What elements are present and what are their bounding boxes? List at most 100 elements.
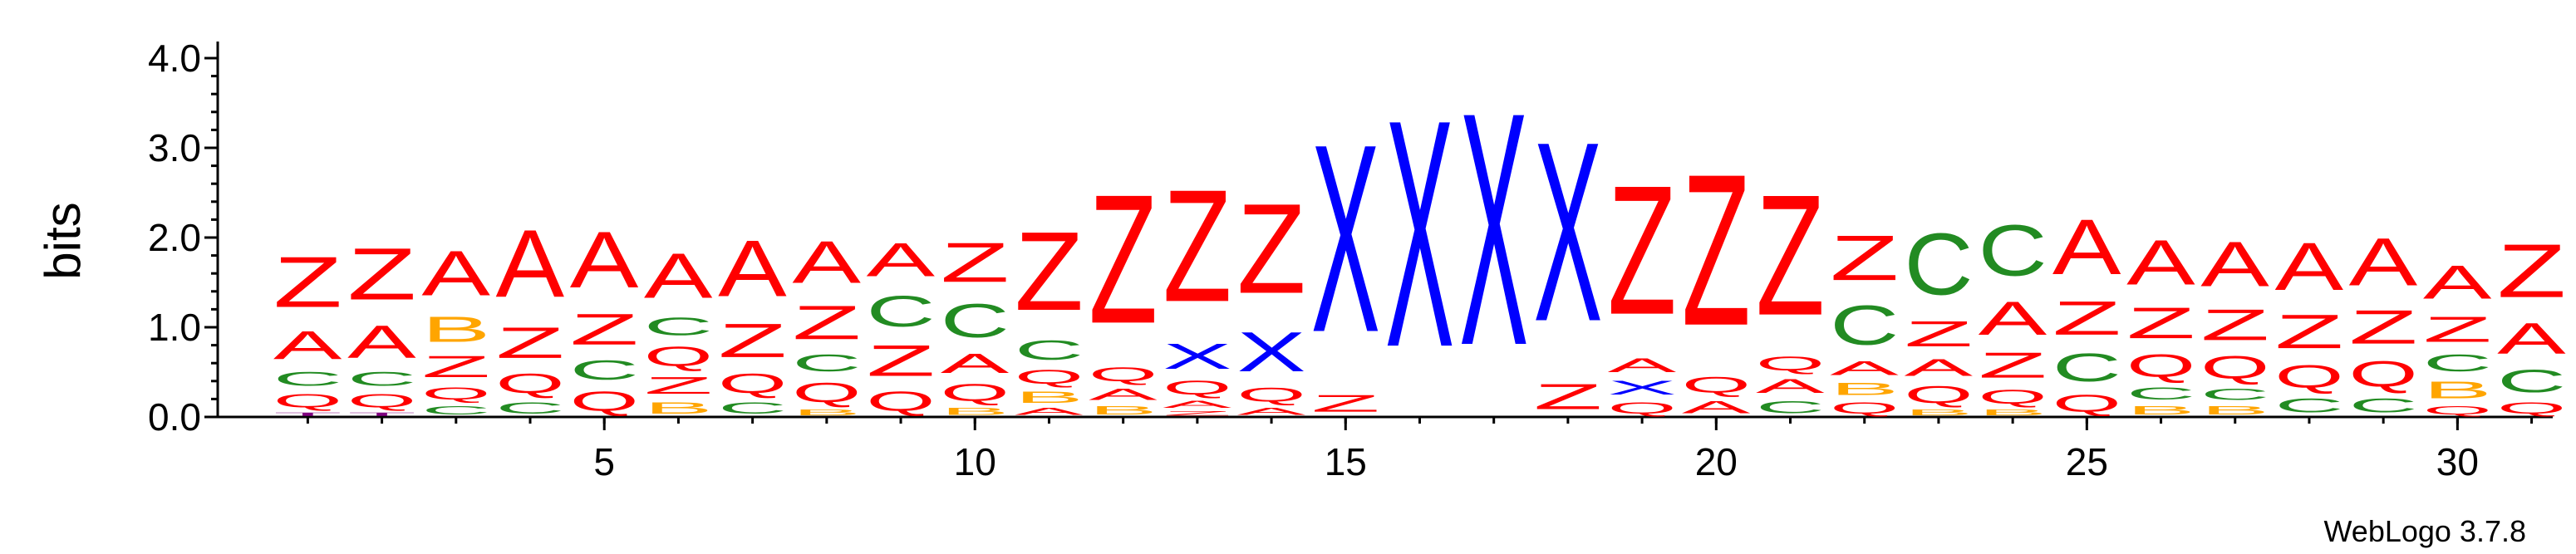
letter-Z: Z (1163, 409, 1231, 417)
logo-column-18: ZX (1533, 88, 1602, 417)
x-tick-label: 20 (1695, 440, 1738, 483)
letter-C: C (2052, 345, 2121, 390)
letter-Z: Z (1904, 314, 1973, 354)
letter-Z: Z (347, 233, 416, 316)
letter-Z: Z (941, 231, 1010, 294)
letter-Z: Z (718, 314, 787, 367)
letter-Q: Q (792, 376, 861, 408)
letter-B: B (2423, 376, 2492, 403)
letter-C: C (2274, 395, 2343, 417)
letter-A: A (644, 240, 713, 311)
letter-C: C (941, 295, 1010, 348)
letter-Q: Q (2126, 347, 2195, 383)
letter-C: C (496, 399, 565, 417)
letter-B: B (1089, 404, 1158, 417)
x-tick-label: 15 (1325, 440, 1367, 483)
letter-C: C (1904, 215, 1973, 313)
letter-C: C (644, 312, 713, 341)
letter-Q: Q (867, 385, 936, 417)
letter-Z: Z (1533, 377, 1602, 417)
letter-C: C (1979, 210, 2048, 291)
letter-X: X (1385, 53, 1454, 414)
letter-C: C (867, 287, 936, 336)
letter-B: B (644, 399, 713, 417)
letter-Z: Z (570, 305, 639, 354)
letter-A: A (867, 233, 936, 287)
letter-Z: Z (2126, 298, 2195, 347)
letter-B: B (2200, 404, 2269, 417)
letter-A: A (2274, 229, 2343, 305)
letter-A: A (1904, 355, 1973, 381)
letter-A: A (1015, 406, 1084, 417)
letter-A: A (1979, 292, 2048, 345)
letter-C: C (1830, 294, 1899, 356)
letter-Q: Q (1163, 377, 1231, 400)
letter-C: C (1756, 397, 1825, 417)
letter-A: A (1756, 375, 1825, 397)
letter-Q: Q (2423, 404, 2492, 417)
letter-A: A (941, 348, 1010, 380)
letter-B: B (2126, 404, 2195, 417)
letter-Z: Z (2423, 310, 2492, 350)
letter-Z: Z (792, 297, 861, 350)
letter-C: C (2349, 395, 2418, 417)
x-tick-label: 10 (954, 440, 996, 483)
letter-T: T (347, 412, 416, 417)
letter-Z: Z (2274, 306, 2343, 359)
letter-Q: Q (718, 367, 787, 399)
letter-Z: Z (2497, 228, 2566, 314)
letter-A: A (2126, 227, 2195, 298)
letter-B: B (792, 408, 861, 417)
logo-column-16: X (1385, 53, 1454, 414)
letter-A: A (1682, 397, 1752, 417)
logo-columns: TQCAZTQCAZCQZBACQZAQCZABZQCACQZABQCZAQZC… (273, 43, 2566, 417)
letter-Q: Q (1830, 400, 1899, 417)
letter-X: X (1459, 43, 1528, 414)
letter-A: A (347, 316, 416, 367)
letter-Z: Z (1830, 223, 1899, 294)
letter-Q: Q (2274, 358, 2343, 394)
letter-Z: Z (2200, 300, 2269, 349)
letter-Z: Z (1237, 176, 1306, 320)
logo-column-20: AQZ (1682, 129, 1752, 417)
letter-A: A (1608, 354, 1677, 376)
letter-Q: Q (1979, 385, 2048, 408)
letter-Q: Q (2349, 355, 2418, 395)
letter-Q: Q (570, 385, 639, 417)
letter-Z: Z (2349, 301, 2418, 354)
letter-Z: Z (273, 243, 342, 323)
letter-X: X (1163, 336, 1231, 376)
letter-B: B (1830, 379, 1899, 399)
letter-A: A (570, 215, 639, 305)
letter-A: A (792, 228, 861, 296)
letter-C: C (2497, 363, 2566, 399)
letter-C: C (2423, 350, 2492, 376)
x-tick-label: 30 (2436, 440, 2479, 483)
letter-Z: Z (496, 318, 565, 367)
logo-column-17: X (1459, 43, 1528, 414)
letter-C: C (347, 368, 416, 390)
letter-B: B (941, 406, 1010, 417)
letter-A: A (1089, 385, 1158, 404)
letter-C: C (1015, 334, 1084, 365)
y-tick-label: 2.0 (148, 216, 201, 259)
y-axis-label: bits (35, 202, 91, 279)
letter-B: B (1015, 388, 1084, 406)
letter-B: B (1979, 408, 2048, 417)
letter-C: C (792, 350, 861, 376)
